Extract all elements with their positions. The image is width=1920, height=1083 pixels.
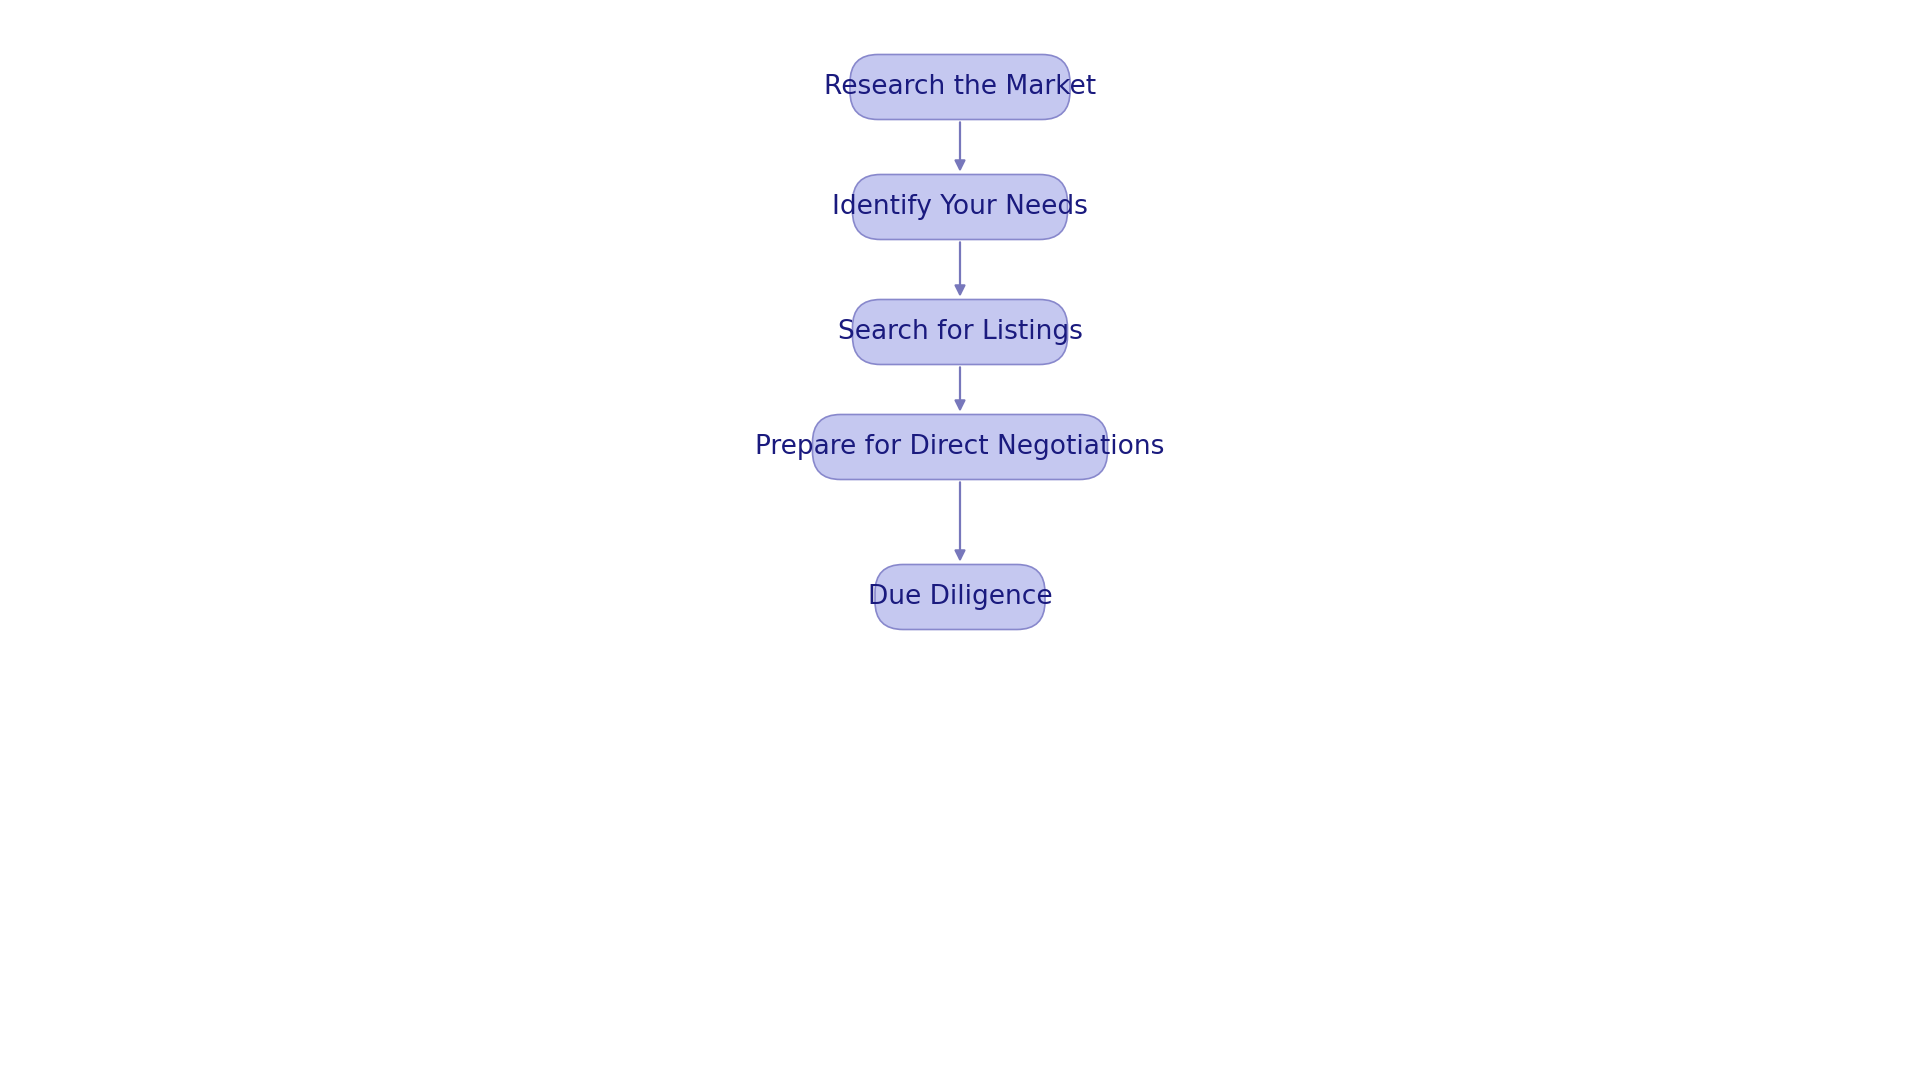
FancyBboxPatch shape <box>852 300 1068 365</box>
Text: Prepare for Direct Negotiations: Prepare for Direct Negotiations <box>755 434 1165 460</box>
FancyBboxPatch shape <box>812 415 1108 480</box>
FancyBboxPatch shape <box>852 174 1068 239</box>
Text: Research the Market: Research the Market <box>824 74 1096 100</box>
Text: Due Diligence: Due Diligence <box>868 584 1052 610</box>
Text: Identify Your Needs: Identify Your Needs <box>831 194 1089 220</box>
FancyBboxPatch shape <box>851 54 1069 119</box>
FancyBboxPatch shape <box>876 564 1044 629</box>
Text: Search for Listings: Search for Listings <box>837 319 1083 345</box>
